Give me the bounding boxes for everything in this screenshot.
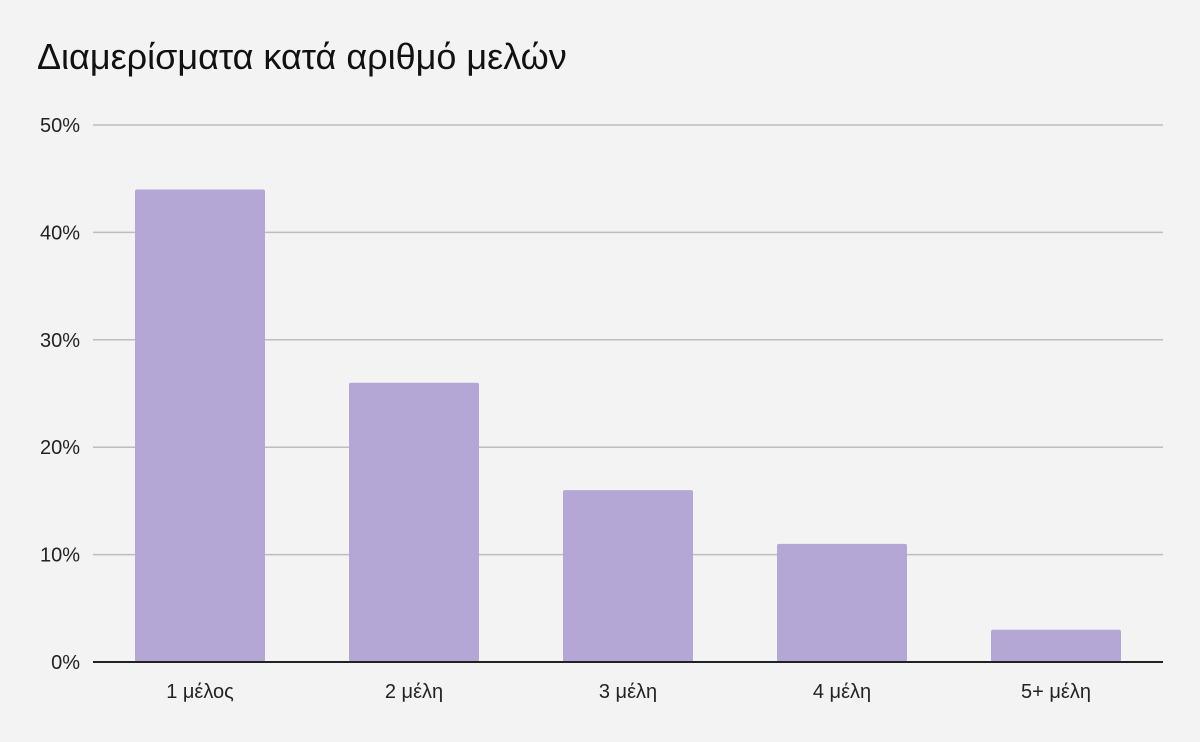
bar-5 — [991, 629, 1121, 662]
x-tick-label: 5+ μέλη — [1021, 681, 1091, 703]
y-tick-label: 40% — [40, 222, 80, 244]
y-tick-label: 10% — [40, 545, 80, 567]
chart-title: Διαμερίσματα κατά αριθμό μελών — [37, 36, 567, 77]
x-tick-label: 3 μέλη — [599, 681, 657, 703]
y-tick-label: 20% — [40, 437, 80, 459]
x-tick-label: 1 μέλος — [166, 681, 234, 703]
x-tick-label: 2 μέλη — [385, 681, 443, 703]
y-tick-label: 30% — [40, 330, 80, 352]
y-tick-label: 50% — [40, 115, 80, 137]
bar-2 — [349, 382, 479, 662]
bar-4 — [777, 543, 907, 662]
x-tick-label: 4 μέλη — [813, 681, 871, 703]
y-tick-label: 0% — [51, 652, 80, 674]
bar-1 — [135, 189, 265, 662]
bar-3 — [563, 490, 693, 662]
